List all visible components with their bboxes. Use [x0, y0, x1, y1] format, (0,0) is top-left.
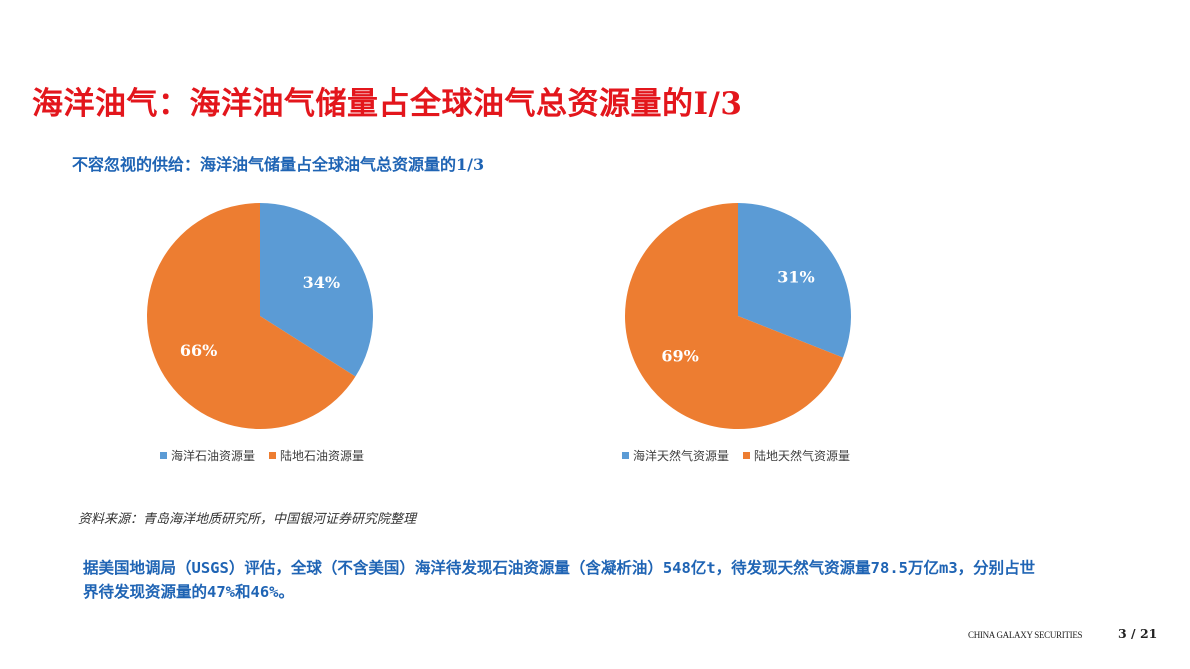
- pie-slice-1: [625, 203, 844, 429]
- pie-data-label: 31%: [777, 268, 814, 287]
- legend-swatch-blue: [622, 452, 629, 459]
- legend-item-onshore-gas: 陆地天然气资源量: [743, 447, 850, 464]
- legend-label: 海洋石油资源量: [171, 449, 256, 463]
- legend-item-offshore-gas: 海洋天然气资源量: [622, 447, 729, 464]
- gas-pie-svg: 31% 69%: [625, 203, 852, 429]
- legend-item-onshore-oil: 陆地石油资源量: [269, 447, 364, 464]
- gas-pie-legend: 海洋天然气资源量 陆地天然气资源量: [622, 447, 850, 464]
- oil-pie-svg: 34% 66%: [147, 203, 373, 429]
- pie-data-label: 34%: [303, 273, 340, 292]
- section-subtitle: 不容忽视的供给：海洋油气储量占全球油气总资源量的1/3: [72, 155, 485, 174]
- pie-slice-0: [260, 203, 373, 377]
- pie-slice-1: [147, 203, 356, 429]
- legend-label: 陆地天然气资源量: [754, 449, 851, 463]
- legend-swatch-blue: [160, 452, 167, 459]
- pie-data-label: 69%: [661, 346, 698, 365]
- footer-brand: CHINA GALAXY SECURITIES: [968, 630, 1083, 640]
- legend-label: 陆地石油资源量: [280, 449, 365, 463]
- legend-swatch-orange: [269, 452, 277, 459]
- page-number: 3 / 21: [1118, 626, 1158, 641]
- legend-item-offshore-oil: 海洋石油资源量: [160, 447, 255, 464]
- legend-swatch-orange: [743, 452, 751, 459]
- source-note: 资料来源：青岛海洋地质研究所，中国银河证券研究院整理: [78, 512, 417, 527]
- body-paragraph: 据美国地调局（USGS）评估，全球（不含美国）海洋待发现石油资源量（含凝析油）5…: [83, 559, 1036, 601]
- page-title: 海洋油气：海洋油气储量占全球油气总资源量的I/3: [32, 86, 743, 122]
- oil-pie-legend: 海洋石油资源量 陆地石油资源量: [160, 447, 364, 464]
- pie-slice-0: [738, 203, 852, 358]
- pie-data-label: 66%: [180, 341, 217, 360]
- legend-label: 海洋天然气资源量: [633, 449, 730, 463]
